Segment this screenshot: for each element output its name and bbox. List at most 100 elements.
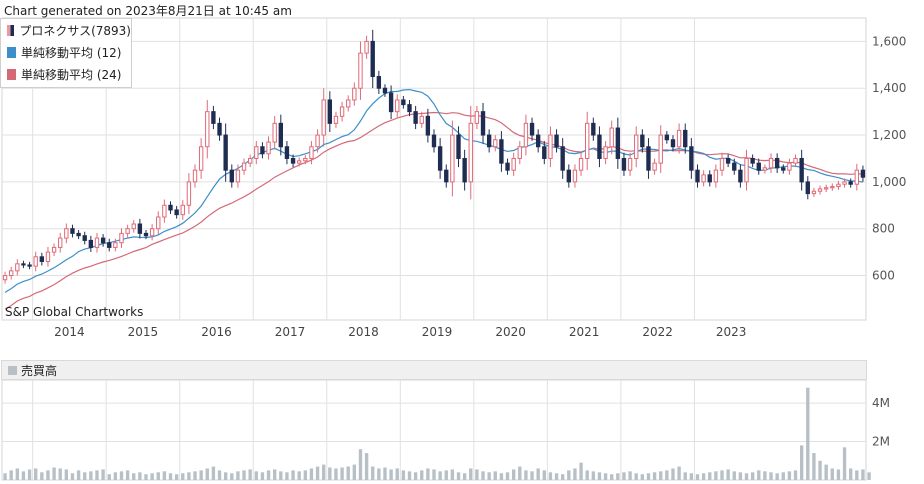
candle-body	[664, 134, 670, 141]
candle	[511, 152, 516, 176]
volume-bar	[842, 447, 847, 480]
candle	[486, 129, 492, 153]
volume-bar	[542, 470, 546, 480]
candle	[578, 152, 584, 176]
volume-bar	[775, 473, 779, 480]
volume-bar	[309, 468, 314, 480]
candle	[401, 95, 406, 109]
candle-body	[45, 251, 51, 262]
candle-body	[854, 169, 859, 185]
candle	[462, 149, 467, 191]
candle-body	[713, 169, 719, 183]
volume-bar	[107, 474, 111, 480]
candle	[762, 164, 768, 174]
volume-bar	[787, 471, 792, 480]
volume-bar	[83, 472, 87, 480]
volume-bar	[52, 467, 56, 480]
volume-bar	[695, 474, 700, 480]
volume-bar	[303, 470, 308, 480]
volume-bar	[511, 469, 516, 480]
candle	[260, 142, 265, 159]
volume-bar	[567, 470, 571, 480]
candle	[634, 126, 639, 168]
volume-bar	[799, 445, 804, 480]
candle	[76, 229, 81, 240]
candle	[254, 141, 259, 165]
candle-body	[683, 129, 688, 148]
candle	[51, 243, 57, 257]
candle	[21, 260, 26, 269]
legend-item-price[interactable]: プロネクサス(7893)	[1, 19, 131, 41]
candle	[119, 228, 124, 248]
candle-body	[811, 190, 817, 195]
volume-bar	[236, 471, 240, 480]
candle	[290, 154, 296, 168]
candle-body	[695, 169, 700, 183]
candle	[444, 164, 449, 188]
candle-body	[315, 134, 320, 148]
volume-bar	[432, 469, 436, 480]
volume-bar	[346, 466, 350, 480]
candle	[830, 183, 835, 191]
candle	[82, 231, 87, 245]
volume-bar	[634, 473, 638, 480]
volume-bar	[89, 471, 93, 480]
candle	[676, 123, 682, 154]
candle-body	[382, 87, 388, 94]
volume-bar	[659, 471, 663, 480]
candle-body	[505, 162, 510, 171]
candle-body	[143, 232, 149, 237]
volume-bar	[714, 471, 718, 480]
candle	[646, 138, 651, 179]
volume-bar	[420, 470, 424, 480]
candle	[272, 115, 277, 150]
candle-body	[9, 270, 14, 277]
candle-body	[768, 157, 774, 169]
volume-bar	[181, 473, 185, 480]
candle-body	[352, 87, 357, 101]
candles	[2, 29, 866, 284]
volume-bar	[622, 472, 626, 480]
volume-bar	[793, 470, 798, 480]
candle-body	[585, 122, 590, 159]
candle	[143, 229, 149, 240]
candle	[9, 266, 14, 280]
candle	[719, 152, 725, 176]
candle-body	[125, 228, 130, 234]
candle	[713, 164, 719, 188]
volume-bar	[76, 470, 81, 480]
candle	[192, 164, 198, 188]
volume-bar	[9, 470, 13, 480]
volume-bar	[389, 469, 393, 480]
year-tick-label: 2016	[201, 325, 232, 339]
candle	[333, 111, 339, 128]
volume-bar	[34, 468, 38, 480]
candle	[107, 238, 112, 252]
candle-body	[830, 186, 835, 189]
candle-body	[27, 264, 32, 267]
volume-bar	[812, 453, 816, 480]
candle-body	[156, 216, 161, 230]
legend-item-ma24[interactable]: 単純移動平均 (24)	[1, 63, 131, 85]
candle-body	[358, 52, 363, 89]
legend-item-ma12[interactable]: 単純移動平均 (12)	[1, 41, 131, 63]
candle-body	[205, 111, 210, 148]
volume-bar	[818, 460, 822, 480]
volume-bar	[554, 473, 559, 480]
candle-body	[327, 99, 333, 124]
candle	[346, 95, 351, 112]
volume-bar	[426, 468, 430, 480]
candle-body	[732, 162, 737, 171]
volume-bar	[254, 471, 258, 480]
volume-bar	[248, 469, 252, 480]
candle	[566, 164, 571, 188]
candle	[823, 184, 829, 193]
candle	[303, 155, 308, 165]
price-tick-label: 1,600	[872, 34, 906, 48]
volume-bar	[285, 472, 289, 480]
grid-layer	[1, 17, 867, 481]
candle	[327, 91, 333, 133]
price-tick-label: 600	[872, 269, 895, 283]
candle	[94, 232, 100, 253]
candle-body	[560, 146, 565, 171]
